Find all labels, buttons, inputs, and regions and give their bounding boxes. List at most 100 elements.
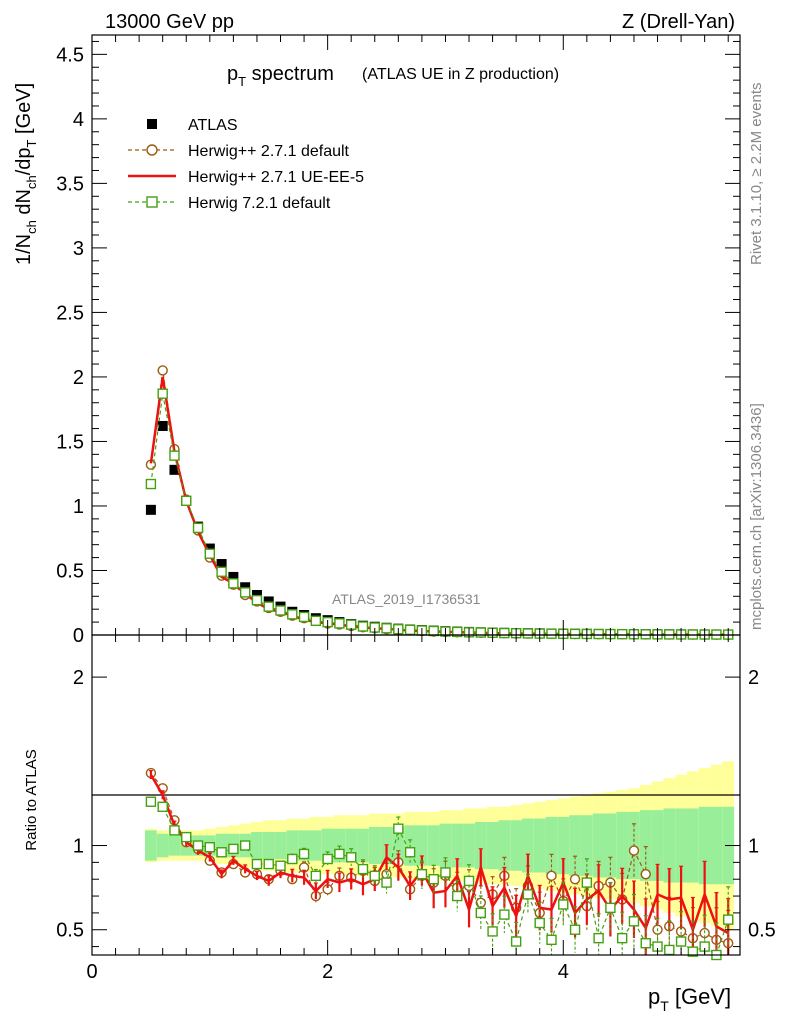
ratio-herwig-7-2-1-default-point	[228, 843, 239, 855]
main-y-tick-label: 1.5	[56, 431, 84, 453]
herwig-7-2-1-default-point	[181, 495, 192, 507]
ratio-band-green	[274, 832, 287, 859]
herwig-7-2-1-default-point	[616, 628, 628, 640]
ratio-band-green	[486, 821, 499, 870]
ratio-band-green	[498, 820, 511, 871]
ratio-band-green	[298, 830, 310, 861]
ratio-herwig-7-2-1-default-point	[181, 831, 192, 843]
herwig-7-2-1-default-point	[499, 627, 510, 639]
herwig-7-2-1-default-point	[204, 548, 216, 559]
ratio-y-tick-label-left: 0.5	[56, 920, 84, 942]
ratio-band-green	[663, 808, 676, 883]
title-sub: T	[238, 74, 246, 89]
ratio-band-green	[262, 832, 275, 859]
herwig-7-2-1-default-point	[428, 625, 439, 637]
atlas-point	[169, 464, 180, 475]
legend-atlas-marker	[147, 119, 157, 129]
ratio-y-tick-label-right: 2	[748, 667, 759, 689]
ratio-herwig-7-2-1-default-point	[287, 853, 298, 865]
ratio-herwig-7-2-1-default-point	[381, 877, 392, 888]
ratio-band-green	[321, 828, 334, 863]
ratio-band-green	[156, 833, 169, 858]
herwig-7-2-1-default-point	[169, 450, 180, 461]
ratio-panel-ticks	[91, 635, 740, 955]
ratio-tick-labels: 0.5 1 2 0.5 1 2 0 2 4	[56, 667, 776, 983]
main-y-axis-label: 1/Nch dNch/dpT [GeV]	[13, 83, 39, 265]
ratio-herwig-7-2-1-default-point	[628, 916, 640, 927]
ratio-band-green	[215, 833, 228, 858]
x-tick-label: 4	[558, 961, 569, 983]
header-left-label: 13000 GeV pp	[105, 11, 234, 33]
ratio-band-green	[604, 813, 617, 878]
ratio-band-green	[592, 813, 605, 878]
ratio-herwig-7-2-1-default-point	[534, 917, 545, 929]
ratio-y-tick-label-right: 0.5	[748, 920, 776, 942]
ratio-band-green	[357, 828, 369, 863]
ratio-panel: 0.5 1 2 0.5 1 2 0 2 4 Ratio to ATLAS pT [GeV]	[23, 634, 776, 1014]
herwig-7-2-1-default-point	[593, 628, 604, 640]
main-y-tick-label: 2.5	[56, 302, 84, 324]
ratio-herwig-7-2-1-default-point	[204, 842, 216, 853]
ratio-band-green	[533, 818, 546, 873]
ratio-y-axis-label: Ratio to ATLAS	[23, 749, 40, 850]
ratio-herwig-7-2-1-default-point	[640, 938, 651, 949]
analysis-watermark: ATLAS_2019_I1736531	[332, 591, 481, 607]
ratio-herwig-7-2-1-default-point	[569, 924, 581, 935]
ratio-herwig-7-2-1-default-point	[369, 870, 380, 882]
herwig-7-2-1-default-point	[357, 621, 369, 632]
herwig-7-2-1-default-point	[404, 624, 416, 636]
ratio-band-green	[427, 825, 440, 866]
x-tick-label: 0	[86, 961, 97, 983]
ratio-herwig-7-2-1-default-point	[581, 877, 593, 888]
herwig-7-2-1-default-point	[251, 594, 263, 606]
ratio-herwig-7-2-1-default-point	[169, 825, 180, 836]
herwig-7-2-1-default-point	[475, 627, 486, 638]
herwig-7-2-1-default-point	[381, 623, 392, 634]
ratio-band-green	[309, 830, 322, 861]
ratio-band-green	[286, 830, 299, 861]
ratio-herwig-2-7-1-ue-ee-5-line	[149, 774, 729, 935]
ratio-herwig-7-2-1-default-point	[616, 932, 628, 944]
ratio-band-green	[545, 816, 558, 875]
herwig-7-2-1-default-point	[228, 578, 239, 589]
herwig-7-2-1-default-line	[150, 393, 729, 636]
chart-title: pT spectrum	[227, 63, 334, 89]
herwig-7-2-1-default-point	[192, 522, 204, 534]
legend-herwig-7-2-1-default-label: Herwig 7.2.1 default	[188, 195, 331, 212]
ratio-herwig-7-2-1-default-point	[393, 823, 404, 834]
herwig-7-2-1-default-point	[287, 609, 298, 620]
ratio-band-green	[168, 835, 181, 856]
herwig-7-2-1-default-point	[145, 478, 157, 490]
ratio-herwig-7-2-1-default-point	[192, 840, 204, 851]
ratio-herwig-7-2-1-default-point	[346, 852, 357, 863]
ratio-herwig-7-2-1-default-point	[322, 853, 333, 865]
ratio-herwig-7-2-1-default-point	[298, 848, 310, 860]
ratio-herwig-2-7-1-default-point	[640, 868, 651, 880]
herwig-7-2-1-default-point	[239, 587, 251, 598]
herwig-7-2-1-default-point	[569, 628, 581, 640]
ratio-band-green	[474, 821, 487, 870]
ratio-herwig-7-2-1-default-point	[157, 801, 168, 812]
ratio-band-green	[710, 806, 723, 885]
ratio-band-green	[345, 828, 358, 863]
ratio-herwig-7-2-1-default-point	[522, 889, 534, 900]
ratio-herwig-7-2-1-default-point	[275, 860, 286, 871]
herwig-7-2-1-default-point	[640, 629, 651, 640]
main-y-tick-label: 2	[73, 367, 84, 389]
ratio-band-green	[439, 823, 452, 868]
main-y-tick-label: 3	[73, 238, 84, 260]
ratio-band-green	[451, 823, 464, 868]
atlas-point	[228, 571, 239, 582]
chart-title-note: (ATLAS UE in Z production)	[362, 66, 559, 83]
legend-herwig-7-2-1-default-marker	[146, 196, 158, 208]
ratio-herwig-7-2-1-default-point	[558, 899, 569, 910]
legend-herwig-2-7-1-default-label: Herwig++ 2.7.1 default	[188, 143, 350, 160]
legend-herwig-2-7-1-default-marker	[146, 144, 158, 156]
herwig-7-2-1-default-point	[275, 605, 286, 616]
ratio-herwig-7-2-1-default-point	[334, 848, 345, 860]
ratio-herwig-7-2-1-default-point	[605, 902, 616, 914]
herwig-7-2-1-default-point	[334, 618, 345, 629]
ratio-herwig-7-2-1-default-point	[357, 863, 369, 875]
herwig-7-2-1-default-point	[157, 388, 168, 399]
rivet-version-label: Rivet 3.1.10, ≥ 2.2M events	[748, 83, 765, 266]
